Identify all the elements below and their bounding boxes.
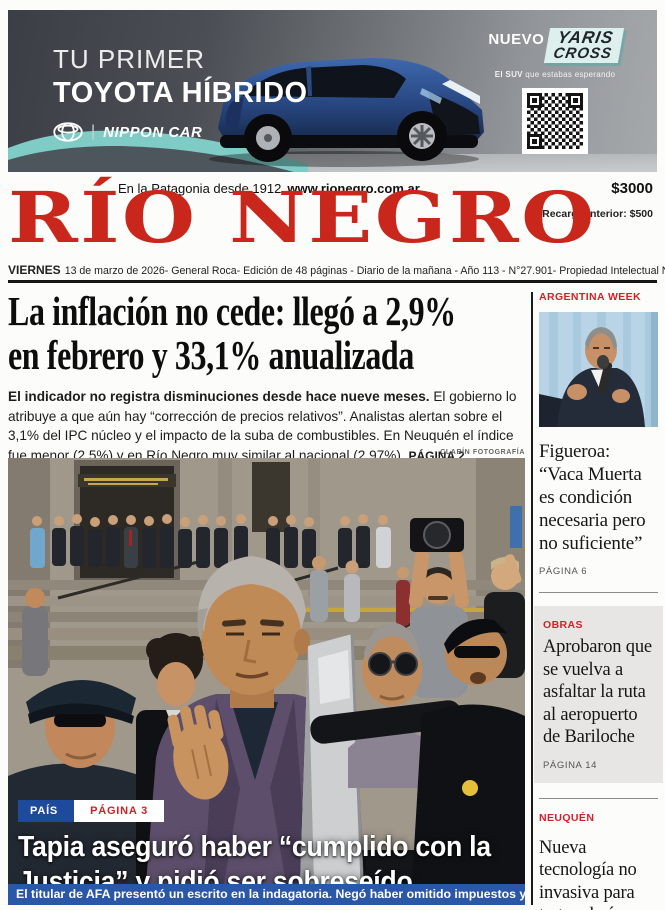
page-badge: PÁGINA 3 [74, 800, 165, 822]
lead-headline-line1: La inflación no cede: llegó a 2,9% [8, 288, 456, 334]
qr-finder-icon [568, 93, 583, 108]
photo-credit: CLARÍN FOTOGRAFÍA [440, 449, 525, 456]
photo-headline-line1: Tapia aseguró haber “cumplido con la [18, 831, 491, 863]
photo-badges: PAÍS PÁGINA 3 [18, 800, 165, 822]
sidebar-headline-obras: Aprobaron que se vuelva a asfaltar la ru… [543, 637, 652, 747]
main-photo-illustration [8, 458, 525, 884]
ad-text-block: TU PRIMER TOYOTA HÍBRIDO | NIPPON CAR [53, 44, 308, 142]
photo-caption-bar: El titular de AFA presentó un escrito en… [8, 884, 525, 905]
badge-model-cross: CROSS [552, 45, 614, 62]
sidebar-divider [539, 797, 658, 799]
sidebar-story-obras: OBRAS Aprobaron que se vuelva a asfaltar… [534, 606, 663, 783]
dateline-day: VIERNES [8, 263, 61, 277]
badge-nuevo-label: NUEVO [488, 31, 545, 48]
cover-price: $3000 [611, 180, 653, 197]
qr-code [522, 88, 588, 154]
qr-finder-icon [527, 134, 542, 149]
dateline-details: 13 de marzo de 2026- General Roca- Edici… [64, 265, 665, 277]
sidebar-page-ref-6: PÁGINA 6 [539, 566, 588, 577]
website-url: www.rionegro.com.ar [287, 181, 420, 196]
badge-model-plate: YARIS CROSS [544, 28, 625, 63]
sidebar-page-ref-14: PÁGINA 14 [543, 759, 597, 771]
sidebar-kicker-argentina-week: ARGENTINA WEEK [539, 291, 642, 303]
interior-surcharge: Recargo interior: $500 [542, 208, 653, 220]
toyota-logo-icon [53, 122, 83, 142]
lead-story: La inflación no cede: llegó a 2,9% en fe… [8, 289, 525, 466]
suv-car-illustration [209, 58, 484, 167]
ad-swoosh-graphic [8, 130, 308, 172]
column-divider [531, 292, 533, 905]
yaris-cross-badge: NUEVO YARIS CROSS [471, 28, 639, 63]
dateline: VIERNES 13 de marzo de 2026- General Roca… [8, 263, 665, 277]
figueroa-photo-illustration [539, 312, 658, 427]
newspaper-logo: RÍO NEGRO [8, 176, 597, 259]
sidebar-divider [539, 592, 658, 593]
lead-headline-line2: en febrero y 33,1% anualizada [8, 332, 414, 378]
lead-deck-bold: El indicador no registra disminuciones d… [8, 389, 430, 404]
section-badge: PAÍS [18, 800, 75, 822]
ad-dealer-row: | NIPPON CAR [53, 122, 308, 142]
qr-finder-icon [527, 93, 542, 108]
qr-pattern [527, 93, 583, 149]
badge-model-yaris: YARIS [556, 28, 616, 47]
ad-tagline-rest: que estabas esperando [522, 70, 616, 79]
sidebar-kicker-neuquen: NEUQUÉN [539, 811, 595, 824]
sidebar: ARGENTINA WEEK Figueroa: “Vaca Muerta es… [534, 291, 663, 910]
ad-right-block: NUEVO YARIS CROSS El SUV que estabas esp… [471, 28, 639, 154]
ad-line2: TOYOTA HÍBRIDO [53, 77, 308, 109]
main-photo: PAÍS PÁGINA 3 Tapia aseguró haber “cumpl… [8, 458, 525, 905]
toyota-ad-banner: TU PRIMER TOYOTA HÍBRIDO | NIPPON CAR [8, 10, 657, 172]
ad-tagline-bold: El SUV [494, 70, 523, 79]
sidebar-kicker-obras: OBRAS [543, 619, 583, 631]
ad-dealer-name: NIPPON CAR [103, 123, 203, 141]
sidebar-headline-figueroa: Figueroa: “Vaca Muerta es condición nece… [539, 441, 646, 554]
ad-line1: TU PRIMER [53, 44, 205, 74]
masthead-rule [8, 280, 657, 283]
masthead-tagline: En la Patagonia desde 1912 www.rionegro.c… [118, 181, 420, 196]
ad-tagline: El SUV que estabas esperando [471, 70, 639, 79]
sidebar-headline-neuquen: Nueva tecnología no invasiva para tratar… [539, 837, 646, 910]
ad-dealer-divider: | [91, 123, 96, 140]
tagline-text: En la Patagonia desde 1912 [118, 181, 282, 196]
